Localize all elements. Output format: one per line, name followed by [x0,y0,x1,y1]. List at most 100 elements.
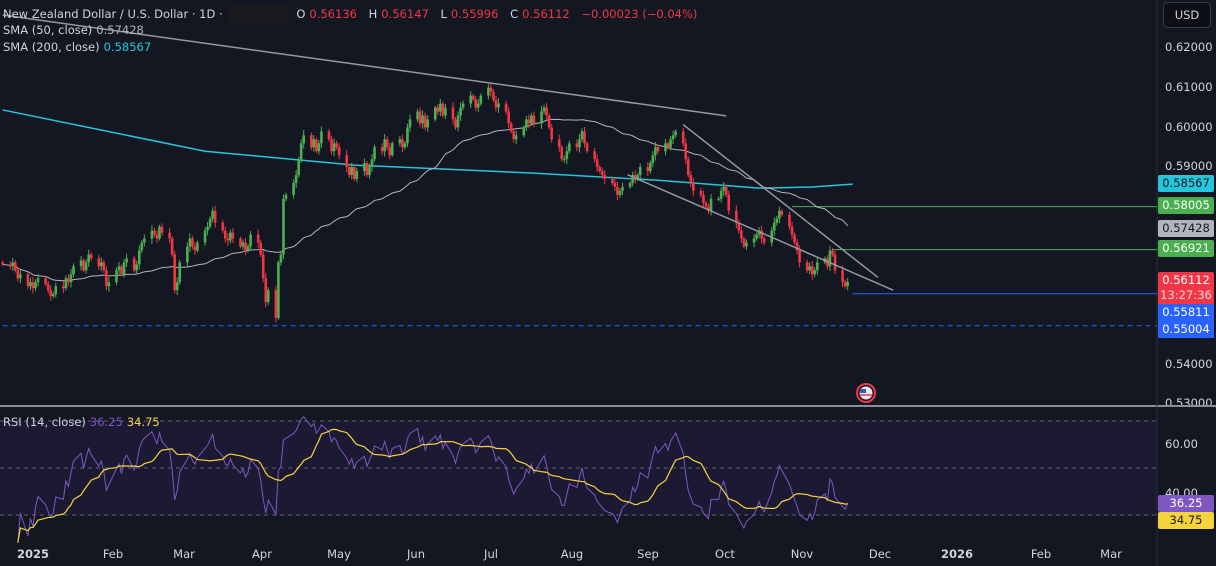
candle-body [355,171,359,180]
candle-body [646,167,650,172]
candle-body [100,262,103,267]
candle-body [595,159,599,168]
candle-body [256,234,260,243]
time-tick: Feb [102,547,124,561]
candle-body [69,274,73,283]
time-tick: Apr [252,547,272,561]
candle-body [403,143,407,148]
candle-body [816,262,819,271]
candle-body [423,115,427,128]
last-price-badge: 0.56112 13:27:36 [1158,272,1214,305]
candle-body [788,214,791,227]
currency-button[interactable]: USD [1163,2,1211,28]
candle-body [350,167,354,176]
candle-body [158,226,161,239]
candle-body [487,87,490,96]
candle-body [282,198,285,255]
candle-body [724,186,728,195]
candle-body [178,262,182,283]
bar-countdown: 13:27:36 [1160,288,1212,302]
candle-body [160,226,164,233]
candle-body [87,254,90,263]
candle-body [686,159,690,176]
candle-body [115,270,118,283]
candle-body [330,139,333,152]
candle-body [439,103,442,112]
us-flag-canton [860,389,866,393]
event-marker-ring [856,383,876,403]
trendline [2,14,727,117]
candle-body [353,167,356,180]
candle-body [638,167,642,176]
candle-body [740,230,743,239]
sma50-value: 0.57428 [96,23,144,37]
candle-body [51,294,55,297]
candle-body [522,127,526,136]
candle-body [793,234,796,243]
candle-body [421,115,424,124]
time-tick: 2025 [16,547,50,561]
rsi-legend[interactable]: RSI (14, close) 36.25 34.75 [3,415,164,429]
redacted-box [228,5,289,23]
trendline [627,173,894,291]
candle-body [583,131,586,144]
candle-body [368,167,371,176]
candle-body [312,139,316,148]
sma200-value: 0.58567 [103,40,152,54]
candle-body [203,230,207,243]
candle-body [175,282,179,291]
candle-body [317,143,321,152]
candle-body [67,278,70,283]
candle-body [778,210,781,219]
candle-body [11,262,15,267]
candle-body [575,143,579,148]
candle-body [31,282,35,289]
sma50-legend[interactable]: SMA (50, close) 0.57428 [3,23,148,37]
candle-body [433,107,437,120]
candle-body [186,246,189,263]
candle-body [168,232,171,239]
candle-body [843,282,847,287]
candle-body [153,230,156,235]
candle-body [266,290,270,303]
candle-body [188,238,192,247]
candle-body [469,95,472,104]
candle-body [762,238,766,243]
candle-body [547,115,551,128]
candle-body [530,115,533,124]
candle-body [795,242,799,251]
candle-body [72,266,75,275]
candle-body [294,175,298,183]
candle-body [742,238,746,247]
candle-body [628,182,632,187]
time-tick: Feb [1030,547,1052,561]
candle-body [476,103,480,108]
candle-body [580,131,584,140]
candle-body [649,163,652,172]
candle-body [388,147,392,156]
candle-body [459,107,462,116]
candle-body [563,159,566,161]
candle-body [239,238,242,247]
symbol-title[interactable]: New Zealand Dollar / U.S. Dollar · 1D · [3,6,223,21]
candle-body [780,210,784,215]
candle-body [613,182,617,187]
level-upper-badge: 0.58005 [1158,197,1214,214]
trendline [682,124,879,279]
candle-body [489,87,493,92]
sma200-legend[interactable]: SMA (200, close) 0.58567 [3,40,155,54]
candle-body [504,103,508,112]
price-tick: 0.61000 [1165,80,1213,94]
candle-body [226,238,230,241]
ohlc-open: O 0.56136 [296,6,357,21]
sma50-label: SMA (50, close) [3,23,93,37]
candle-body [651,155,655,164]
candle-body [229,232,232,241]
candle-body [719,190,723,199]
candle-body [451,107,455,120]
candle-body [436,107,440,112]
candle-body [335,143,338,148]
candle-body [461,103,465,108]
candle-body [137,250,141,265]
